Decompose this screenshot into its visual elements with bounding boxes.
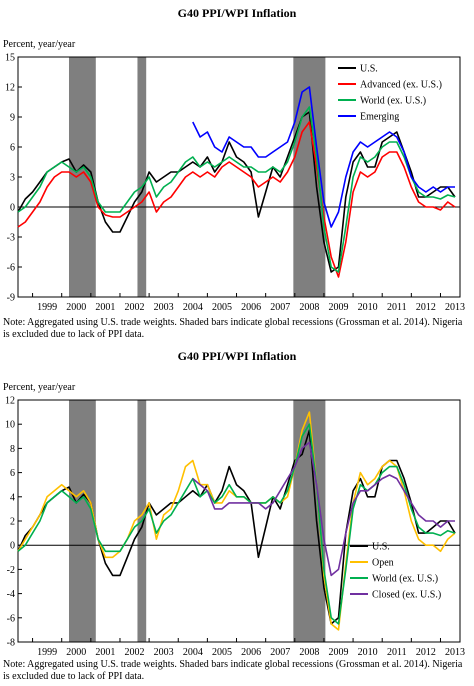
y-axis-label: Percent, year/year bbox=[3, 39, 76, 50]
y-tick-label: -6 bbox=[7, 263, 15, 274]
line-chart-bottom: -8 -6 -4 -2 0 2 4 6 8 10 12 1999 2000 2001 2002 2003 200… bbox=[5, 396, 465, 659]
series-line bbox=[17, 121, 456, 278]
x-tick-label: 2001 bbox=[95, 302, 115, 313]
y-tick-label: 3 bbox=[10, 173, 15, 184]
x-tick-label: 2011 bbox=[387, 647, 407, 658]
x-tick-label: 2006 bbox=[241, 302, 261, 313]
x-tick-label: 2009 bbox=[329, 302, 349, 313]
x-tick-label: 2010 bbox=[358, 302, 378, 313]
y-tick-label: 4 bbox=[10, 492, 15, 503]
x-tick-label: 1999 bbox=[37, 647, 57, 658]
y-tick-label: -2 bbox=[7, 565, 15, 576]
x-tick-label: 1999 bbox=[37, 302, 57, 313]
x-tick-label: 2004 bbox=[183, 302, 203, 313]
x-tick-label: 2000 bbox=[66, 302, 86, 313]
x-tick-label: 2007 bbox=[270, 647, 290, 658]
x-tick-label: 2003 bbox=[154, 647, 174, 658]
x-tick-label: 2010 bbox=[358, 647, 378, 658]
y-tick-label: 6 bbox=[10, 143, 15, 154]
y-tick-label: -8 bbox=[7, 638, 15, 649]
chart-note: Note: Aggregated using U.S. trade weight… bbox=[3, 317, 463, 340]
x-tick-label: 2000 bbox=[66, 647, 86, 658]
x-tick-label: 2013 bbox=[445, 647, 465, 658]
x-tick-label: 2006 bbox=[241, 647, 261, 658]
chart-panel-top: G40 PPI/WPI Inflation Percent, year/year… bbox=[3, 6, 465, 340]
y-tick-label: 10 bbox=[5, 420, 15, 431]
x-tick-label: 2005 bbox=[212, 302, 232, 313]
x-tick-label: 2002 bbox=[125, 302, 145, 313]
x-tick-label: 2001 bbox=[95, 647, 115, 658]
y-tick-label: 12 bbox=[5, 396, 15, 407]
legend-label: U.S. bbox=[372, 542, 390, 553]
y-tick-label: 0 bbox=[10, 203, 15, 214]
line-chart-top: -9 -6 -3 0 3 6 9 12 15 1999 2000 2001 2002 2003 2004 20… bbox=[5, 53, 465, 314]
y-tick-label: 6 bbox=[10, 468, 15, 479]
series-line bbox=[192, 441, 455, 577]
x-tick-label: 2004 bbox=[183, 647, 203, 658]
x-tick-label: 2013 bbox=[445, 302, 465, 313]
x-tick-label: 2012 bbox=[416, 302, 436, 313]
series-line bbox=[17, 106, 456, 273]
x-tick-label: 2008 bbox=[299, 647, 319, 658]
recession-bar bbox=[137, 57, 147, 297]
x-tick-label: 2003 bbox=[154, 302, 174, 313]
chart-title: G40 PPI/WPI Inflation bbox=[177, 6, 297, 20]
x-tick-label: 2009 bbox=[329, 647, 349, 658]
series-line bbox=[17, 111, 456, 273]
legend-label: Open bbox=[372, 558, 394, 569]
legend-label: Closed (ex. U.S.) bbox=[372, 590, 441, 601]
y-tick-label: 8 bbox=[10, 444, 15, 455]
legend-label: World (ex. U.S.) bbox=[372, 574, 438, 585]
legend-label: Emerging bbox=[360, 112, 399, 123]
series-line bbox=[17, 423, 456, 625]
chart-note: Note: Aggregated using U.S. trade weight… bbox=[3, 659, 463, 682]
x-tick-label: 2007 bbox=[270, 302, 290, 313]
chart-title: G40 PPI/WPI Inflation bbox=[177, 349, 297, 363]
y-tick-label: -4 bbox=[7, 589, 15, 600]
series-line bbox=[192, 86, 455, 228]
legend-label: Advanced (ex. U.S.) bbox=[360, 80, 442, 91]
y-tick-label: -9 bbox=[7, 293, 15, 304]
x-tick-label: 2011 bbox=[387, 302, 407, 313]
chart-panel-bottom: G40 PPI/WPI Inflation Percent, year/year… bbox=[0, 343, 474, 686]
y-tick-label: -3 bbox=[7, 233, 15, 244]
y-tick-label: 12 bbox=[5, 83, 15, 94]
y-tick-label: 9 bbox=[10, 113, 15, 124]
x-tick-label: 2012 bbox=[416, 647, 436, 658]
x-tick-label: 2005 bbox=[212, 647, 232, 658]
legend-label: World (ex. U.S.) bbox=[360, 96, 426, 107]
y-tick-label: 2 bbox=[10, 517, 15, 528]
y-tick-label: 15 bbox=[5, 53, 15, 64]
x-tick-label: 2002 bbox=[125, 647, 145, 658]
x-tick-label: 2008 bbox=[299, 302, 319, 313]
recession-bar bbox=[68, 400, 96, 642]
y-tick-label: -6 bbox=[7, 613, 15, 624]
y-tick-label: 0 bbox=[10, 541, 15, 552]
y-axis-label: Percent, year/year bbox=[3, 382, 76, 393]
legend-label: U.S. bbox=[360, 64, 378, 75]
